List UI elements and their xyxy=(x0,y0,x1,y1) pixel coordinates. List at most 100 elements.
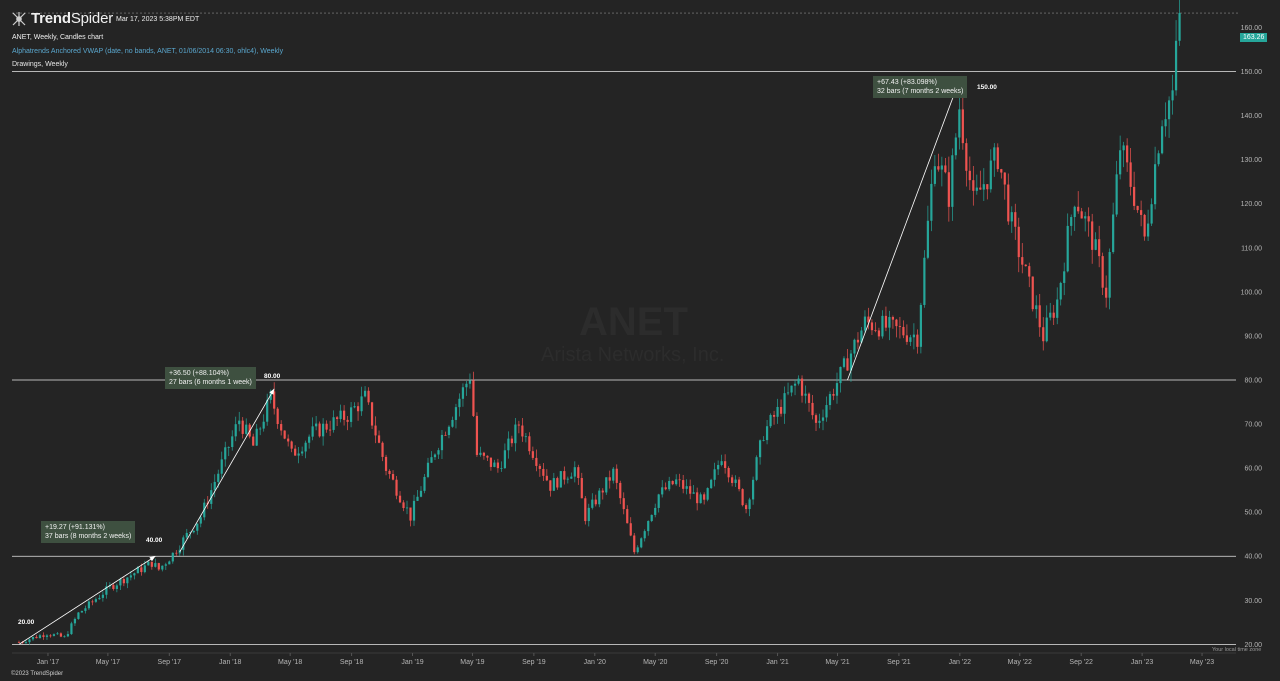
candle[interactable] xyxy=(384,456,388,471)
candle[interactable] xyxy=(168,561,171,565)
candle[interactable] xyxy=(800,378,804,396)
candle[interactable] xyxy=(521,425,524,437)
candle[interactable] xyxy=(566,478,569,480)
candle[interactable] xyxy=(839,366,842,384)
measure-arrow-line[interactable] xyxy=(847,80,960,381)
candle[interactable] xyxy=(776,406,779,417)
candle[interactable] xyxy=(807,393,811,403)
candle[interactable] xyxy=(975,187,978,191)
candle[interactable] xyxy=(1160,126,1164,154)
candle[interactable] xyxy=(926,220,929,258)
candle[interactable] xyxy=(332,417,335,430)
candle[interactable] xyxy=(828,394,832,406)
candle[interactable] xyxy=(154,563,157,567)
candle[interactable] xyxy=(94,599,97,602)
candle[interactable] xyxy=(255,428,258,446)
candle[interactable] xyxy=(59,633,63,637)
candle[interactable] xyxy=(884,315,888,328)
candle[interactable] xyxy=(381,442,384,457)
candle[interactable] xyxy=(989,160,992,190)
candle[interactable] xyxy=(622,498,625,510)
candle[interactable] xyxy=(63,636,66,638)
candle[interactable] xyxy=(440,434,444,451)
candle[interactable] xyxy=(615,468,618,483)
candle[interactable] xyxy=(940,165,943,170)
candle[interactable] xyxy=(388,470,391,475)
candle[interactable] xyxy=(1157,153,1160,165)
candle[interactable] xyxy=(175,552,178,554)
candle[interactable] xyxy=(842,358,846,367)
candle[interactable] xyxy=(276,408,279,425)
candle[interactable] xyxy=(661,487,664,495)
candle[interactable] xyxy=(217,473,220,482)
candle[interactable] xyxy=(738,479,741,490)
candle[interactable] xyxy=(433,454,437,458)
candle[interactable] xyxy=(835,383,839,396)
candle[interactable] xyxy=(514,424,517,444)
candle[interactable] xyxy=(909,337,912,342)
candle[interactable] xyxy=(182,537,185,550)
candle[interactable] xyxy=(451,419,454,427)
candle[interactable] xyxy=(1073,206,1076,218)
candle[interactable] xyxy=(1066,225,1069,272)
candle[interactable] xyxy=(762,440,765,441)
candle[interactable] xyxy=(301,451,304,454)
candle[interactable] xyxy=(891,317,895,320)
candle[interactable] xyxy=(860,330,863,343)
candle[interactable] xyxy=(675,479,678,485)
candle[interactable] xyxy=(559,471,562,488)
candle[interactable] xyxy=(1115,174,1118,215)
candle[interactable] xyxy=(38,635,42,639)
candle[interactable] xyxy=(1112,214,1115,253)
candle[interactable] xyxy=(643,531,646,539)
candle[interactable] xyxy=(598,490,601,505)
candle[interactable] xyxy=(1129,162,1132,187)
candle[interactable] xyxy=(947,172,950,207)
candle[interactable] xyxy=(1049,312,1052,318)
candle[interactable] xyxy=(1094,239,1097,250)
candle[interactable] xyxy=(196,523,199,531)
candle[interactable] xyxy=(755,457,758,480)
candle[interactable] xyxy=(654,507,657,515)
candle[interactable] xyxy=(1153,164,1157,205)
candle[interactable] xyxy=(626,509,629,524)
candle[interactable] xyxy=(821,417,825,421)
candle[interactable] xyxy=(650,514,653,522)
candle[interactable] xyxy=(601,490,604,493)
level-label-150[interactable]: 150.00 xyxy=(977,84,997,91)
candle[interactable] xyxy=(266,399,269,422)
candle[interactable] xyxy=(1119,150,1122,175)
candle[interactable] xyxy=(245,424,248,434)
candle[interactable] xyxy=(189,532,192,534)
candle[interactable] xyxy=(510,438,513,444)
candle[interactable] xyxy=(1059,282,1062,300)
candle[interactable] xyxy=(832,394,835,396)
candle[interactable] xyxy=(28,639,31,643)
candle[interactable] xyxy=(308,436,311,443)
candle[interactable] xyxy=(185,532,188,538)
candle[interactable] xyxy=(793,383,797,386)
candle[interactable] xyxy=(1167,100,1171,120)
candle[interactable] xyxy=(336,417,339,420)
candle[interactable] xyxy=(444,434,447,436)
candle[interactable] xyxy=(1052,312,1055,318)
candle[interactable] xyxy=(741,489,744,506)
candle[interactable] xyxy=(538,465,541,469)
candle[interactable] xyxy=(563,471,566,480)
candle[interactable] xyxy=(549,480,552,491)
measure-label-2[interactable]: +36.50 (+88.104%) 27 bars (6 months 1 we… xyxy=(165,367,256,389)
candle[interactable] xyxy=(311,426,314,437)
candle[interactable] xyxy=(52,634,56,636)
candle[interactable] xyxy=(213,481,216,491)
candle[interactable] xyxy=(965,143,968,171)
candle[interactable] xyxy=(706,488,709,500)
candle[interactable] xyxy=(252,436,255,446)
candle[interactable] xyxy=(241,420,244,434)
candle[interactable] xyxy=(703,494,706,500)
candle[interactable] xyxy=(1126,145,1129,163)
candle[interactable] xyxy=(1028,266,1031,277)
candle[interactable] xyxy=(329,429,332,431)
candle[interactable] xyxy=(689,486,692,494)
candle[interactable] xyxy=(573,467,576,477)
candle[interactable] xyxy=(758,440,762,458)
